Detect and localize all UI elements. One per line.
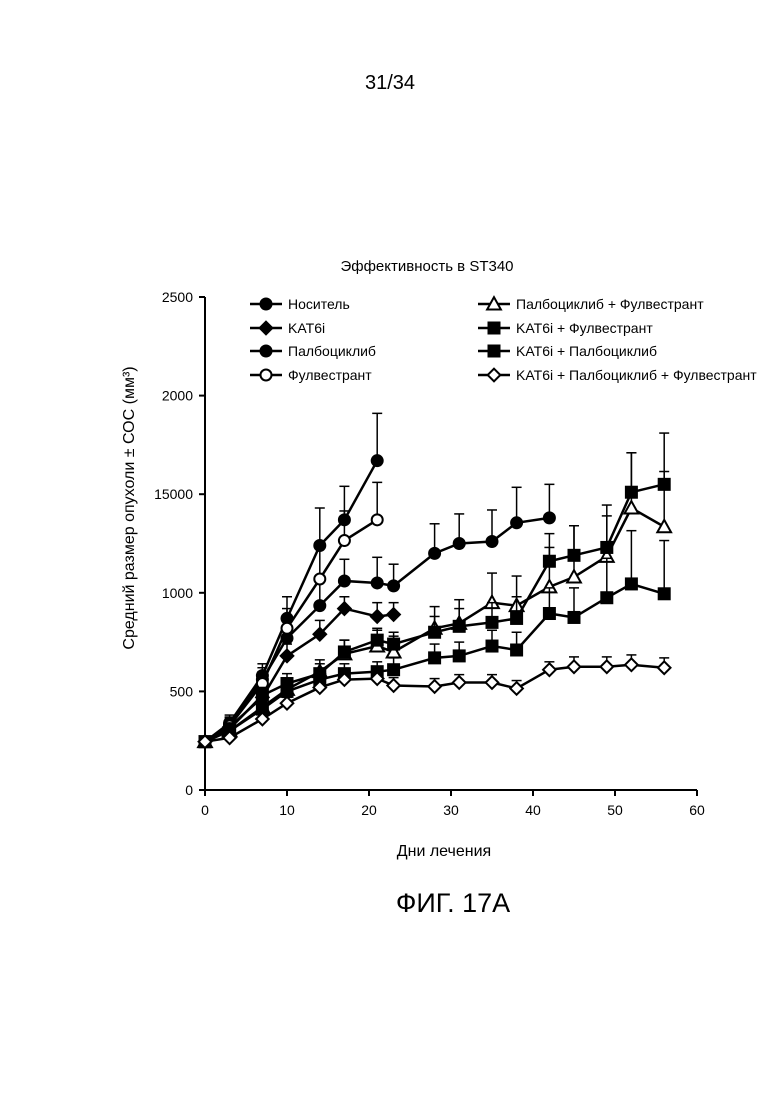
data-point	[371, 610, 384, 623]
legend-entry: Фулвестрант	[250, 367, 372, 383]
x-axis-label: Дни лечения	[397, 843, 491, 860]
legend-marker	[488, 369, 501, 382]
legend-marker	[261, 346, 272, 357]
y-tick-label: 500	[170, 683, 194, 699]
x-tick-label: 0	[201, 802, 209, 818]
data-point	[626, 487, 637, 498]
data-point	[544, 608, 555, 619]
data-point	[388, 639, 399, 650]
y-tick-label: 2000	[162, 388, 193, 404]
data-point	[388, 664, 399, 675]
legend-marker	[261, 299, 272, 310]
data-point	[314, 573, 325, 584]
legend-marker	[489, 346, 500, 357]
data-point	[601, 592, 612, 603]
legend-entry: KAT6i + Палбоциклиб + Фулвестрант	[478, 367, 757, 383]
data-point	[659, 479, 670, 490]
x-tick-label: 40	[525, 802, 541, 818]
data-point	[544, 556, 555, 567]
data-point	[339, 575, 350, 586]
data-point	[387, 608, 400, 621]
data-point	[282, 623, 293, 634]
data-point	[372, 577, 383, 588]
x-tick-label: 10	[279, 802, 295, 818]
y-tick-label: 2500	[162, 289, 193, 305]
legend-label: KAT6i	[288, 320, 325, 336]
data-point	[511, 644, 522, 655]
legend-entry: Носитель	[250, 296, 350, 312]
data-point	[388, 580, 399, 591]
x-tick-label: 20	[361, 802, 377, 818]
series-6	[200, 433, 670, 747]
data-point	[510, 682, 523, 695]
legend-marker	[260, 322, 273, 335]
data-point	[511, 517, 522, 528]
legend-label: Палбоциклиб	[288, 343, 376, 359]
data-point	[453, 676, 466, 689]
data-point	[257, 690, 268, 701]
data-point	[544, 512, 555, 523]
legend-label: Палбоциклиб + Фулвестрант	[516, 296, 704, 312]
legend-entry: Палбоциклиб	[250, 343, 376, 359]
legend-marker	[489, 323, 500, 334]
data-point	[454, 621, 465, 632]
data-point	[339, 535, 350, 546]
data-point	[429, 548, 440, 559]
legend-label: KAT6i + Палбоциклиб + Фулвестрант	[516, 367, 757, 383]
chart-title: Эффективность в ST340	[340, 258, 513, 275]
data-point	[339, 646, 350, 657]
data-point	[601, 542, 612, 553]
data-point	[600, 660, 613, 673]
legend-label: Носитель	[288, 296, 350, 312]
legend-label: KAT6i + Палбоциклиб	[516, 343, 657, 359]
figure-caption: ФИГ. 17А	[0, 888, 780, 919]
data-point	[568, 660, 581, 673]
efficacy-chart: Эффективность в ST340 0 10 20 30 40 50 60 0 500 1…	[0, 0, 780, 1103]
data-point	[454, 650, 465, 661]
data-point	[428, 680, 441, 693]
legend-marker	[261, 370, 272, 381]
data-point	[429, 627, 440, 638]
y-axis-label: Средний размер опухоли ± СОС (мм³)	[121, 366, 138, 649]
data-point	[372, 514, 383, 525]
legend-entry: Палбоциклиб + Фулвестрант	[478, 296, 704, 312]
x-tick-label: 50	[607, 802, 623, 818]
data-point	[657, 520, 671, 532]
legend: Носитель KAT6i Палбоциклиб Фулвестрант Палбо…	[250, 296, 757, 383]
data-point	[486, 676, 499, 689]
y-tick-label: 0	[185, 782, 193, 798]
data-point	[314, 600, 325, 611]
legend-entry: KAT6i + Фулвестрант	[478, 320, 653, 336]
data-point	[281, 697, 294, 710]
data-point	[487, 617, 498, 628]
legend-label: KAT6i + Фулвестрант	[516, 320, 653, 336]
legend-entry: KAT6i + Палбоциклиб	[478, 343, 657, 359]
data-point	[282, 686, 293, 697]
data-point	[487, 641, 498, 652]
y-tick-label: 1000	[162, 585, 193, 601]
data-point	[511, 613, 522, 624]
legend-entry: KAT6i	[250, 320, 325, 336]
data-point	[626, 578, 637, 589]
data-point	[454, 538, 465, 549]
data-point	[567, 570, 581, 582]
data-point	[487, 536, 498, 547]
data-point	[658, 661, 671, 674]
data-point	[372, 635, 383, 646]
data-point	[569, 612, 580, 623]
data-point	[429, 652, 440, 663]
series-line	[205, 461, 377, 742]
data-point	[543, 663, 556, 676]
data-point	[659, 588, 670, 599]
x-tick-label: 60	[689, 802, 705, 818]
data-point	[372, 455, 383, 466]
x-tick-label: 30	[443, 802, 459, 818]
series-layer	[198, 413, 671, 748]
data-point	[387, 679, 400, 692]
y-tick-label: 15000	[154, 486, 193, 502]
legend-label: Фулвестрант	[288, 367, 372, 383]
data-point	[569, 550, 580, 561]
data-point	[625, 658, 638, 671]
data-point	[281, 650, 294, 663]
